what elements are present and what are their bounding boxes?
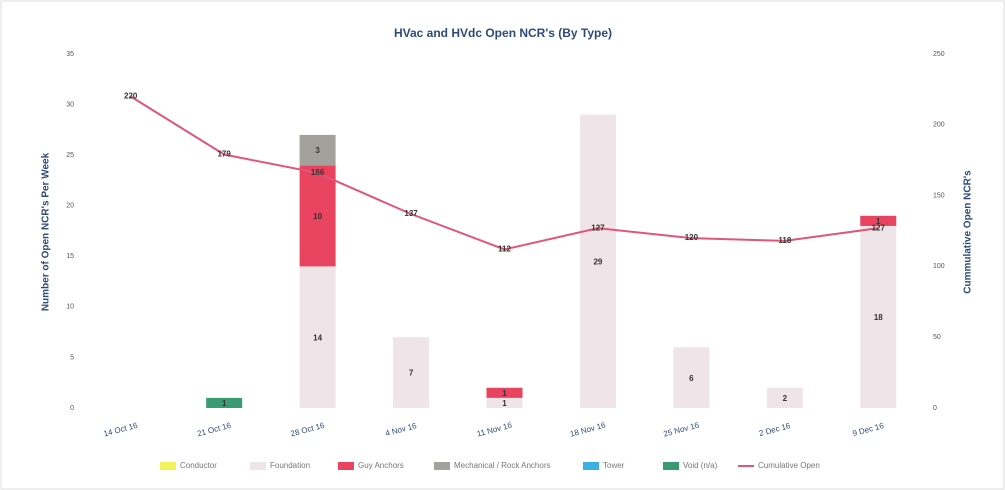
data-label: 1	[502, 389, 507, 398]
y-tick-label: 10	[66, 304, 74, 311]
data-label: 127	[591, 223, 605, 232]
y-tick-label: 0	[70, 405, 74, 412]
y-tick-label: 15	[66, 253, 74, 260]
y-tick-label: 20	[66, 203, 74, 210]
bar-segment	[860, 215, 897, 226]
data-label: 118	[778, 236, 791, 245]
legend-label: Guy Anchors	[358, 461, 404, 470]
bar-segment	[206, 397, 243, 408]
legend-label: Mechanical / Rock Anchors	[454, 461, 551, 470]
data-label: 112	[498, 245, 511, 254]
chart-title: HVac and HVdc Open NCR's (By Type)	[394, 26, 612, 40]
y2-tick-label: 0	[933, 405, 937, 412]
data-label: 137	[404, 209, 418, 218]
y2-tick-label: 50	[933, 334, 941, 341]
data-label: 120	[685, 233, 699, 242]
y-tick-label: 30	[66, 101, 74, 108]
legend-label: Cumulative Open	[758, 461, 820, 470]
bar-segment	[673, 347, 710, 408]
legend-swatch	[160, 462, 176, 470]
bar-segment	[393, 337, 430, 408]
legend-swatch	[250, 462, 266, 470]
data-label: 7	[409, 369, 414, 378]
data-label: 3	[315, 146, 320, 155]
y2-tick-label: 150	[933, 192, 945, 199]
data-label: 2	[783, 394, 788, 403]
data-label: 166	[311, 168, 325, 177]
bar-segment	[299, 165, 336, 267]
legend-label: Foundation	[270, 461, 310, 470]
bar-segment	[299, 266, 336, 408]
data-label: 1	[502, 399, 507, 408]
y2-axis-title: Cummulative Open NCR's	[963, 170, 974, 294]
y-axis-title: Number of Open NCR's Per Week	[41, 152, 52, 311]
bar-segment	[299, 134, 336, 166]
data-label: 29	[593, 257, 602, 266]
data-label: 220	[124, 92, 138, 101]
legend-label: Conductor	[180, 461, 217, 470]
y-tick-label: 35	[66, 51, 74, 58]
data-label: 1	[876, 217, 881, 226]
legend-swatch	[434, 462, 450, 470]
data-label: 6	[689, 374, 694, 383]
y2-tick-label: 250	[933, 51, 945, 58]
y2-tick-label: 200	[933, 122, 945, 129]
y-tick-label: 25	[66, 152, 74, 159]
legend-swatch	[583, 462, 599, 470]
y-tick-label: 5	[70, 354, 74, 361]
data-label: 10	[313, 212, 322, 221]
data-label: 14	[313, 333, 322, 342]
data-label: 18	[874, 313, 883, 322]
bar-segment	[860, 225, 897, 408]
legend-label: Tower	[603, 461, 625, 470]
data-label: 1	[222, 399, 227, 408]
line	[130, 95, 879, 251]
bar-segment	[486, 387, 523, 398]
legend-swatch	[663, 462, 679, 470]
y2-tick-label: 100	[933, 263, 945, 270]
legend-swatch	[338, 462, 354, 470]
legend-label: Void (n/a)	[683, 461, 718, 470]
bar-segment	[486, 397, 523, 408]
data-label: 179	[217, 150, 231, 159]
bar-segment	[766, 387, 803, 408]
bar-segment	[579, 114, 616, 408]
data-label: 127	[872, 223, 886, 232]
